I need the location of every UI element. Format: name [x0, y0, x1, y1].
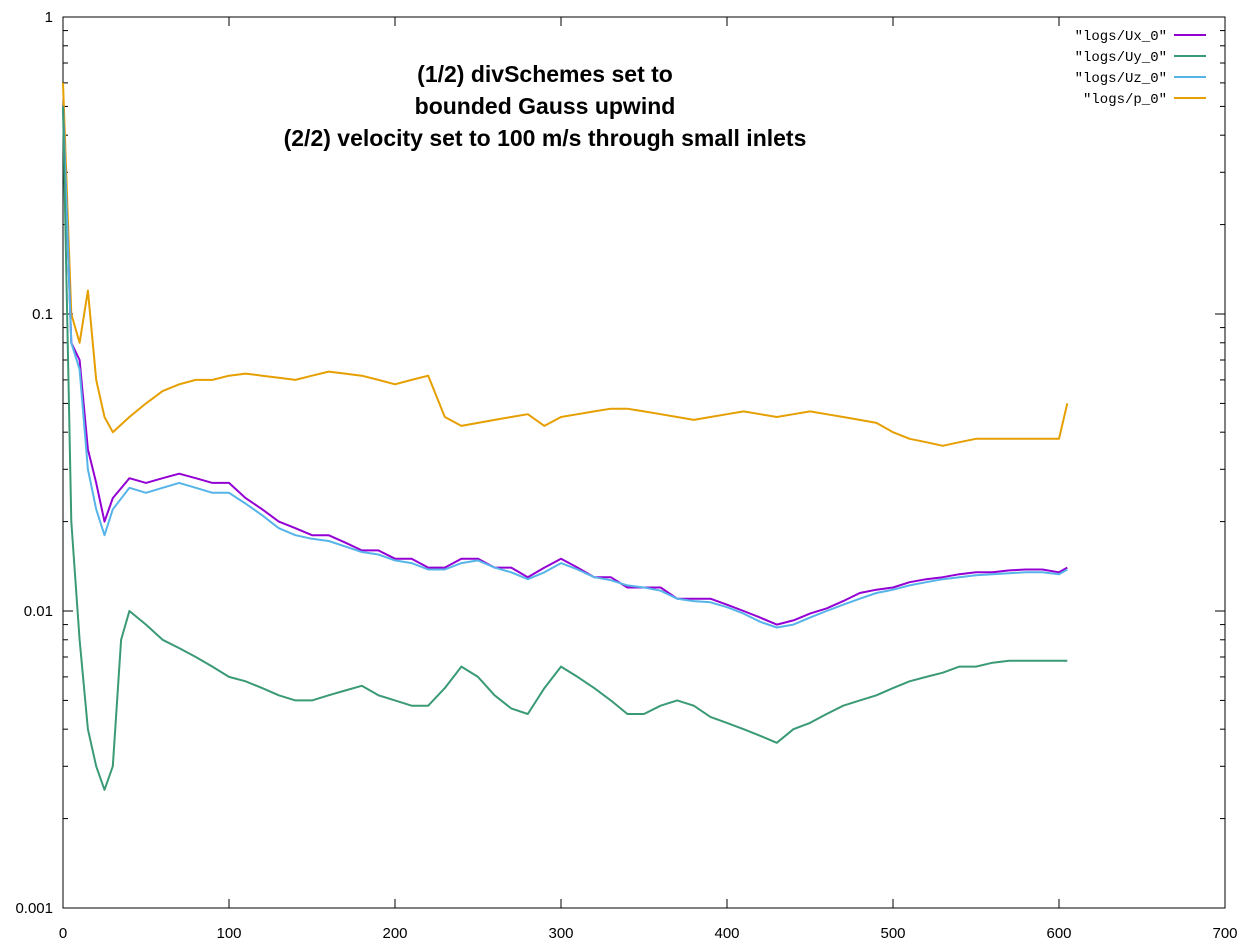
x-tick-label: 700	[1212, 925, 1237, 942]
x-tick-label: 500	[880, 925, 905, 942]
title-line-2: bounded Gauss upwind	[415, 93, 676, 119]
legend-label-2: "logs/Uz_0"	[1075, 71, 1167, 87]
series-line-3	[62, 82, 1069, 447]
axis-tick-labels: 0 100 200 300 400 500 600 700 1 0.1 0.01 0.001	[15, 9, 1237, 942]
y-tick-label: 0.01	[24, 603, 53, 620]
title-line-1: (1/2) divSchemes set to	[417, 61, 673, 87]
plot-frame	[62, 16, 1226, 909]
series-line-1	[62, 106, 1068, 791]
y-tick-label: 0.1	[32, 306, 53, 323]
legend-label-1: "logs/Uy_0"	[1075, 50, 1167, 66]
title-line-3: (2/2) velocity set to 100 m/s through sm…	[284, 125, 807, 151]
x-tick-label: 300	[548, 925, 573, 942]
plot-border	[62, 16, 1226, 909]
y-tick-label: 0.001	[15, 900, 53, 917]
series-lines	[62, 82, 1069, 791]
y-tick-label: 1	[45, 9, 53, 26]
x-tick-label: 400	[714, 925, 739, 942]
legend: "logs/Ux_0" "logs/Uy_0" "logs/Uz_0" "logs/p…	[1075, 29, 1206, 108]
x-tick-label: 600	[1046, 925, 1071, 942]
x-tick-label: 0	[59, 925, 67, 942]
series-line-0	[62, 106, 1068, 626]
legend-label-0: "logs/Ux_0"	[1075, 29, 1167, 45]
legend-label-3: "logs/p_0"	[1083, 92, 1167, 108]
chart-title: (1/2) divSchemes set to bounded Gauss up…	[284, 61, 807, 151]
x-tick-label: 200	[382, 925, 407, 942]
series-line-2	[62, 106, 1068, 629]
axis-ticks	[62, 16, 1226, 909]
x-tick-label: 100	[216, 925, 241, 942]
